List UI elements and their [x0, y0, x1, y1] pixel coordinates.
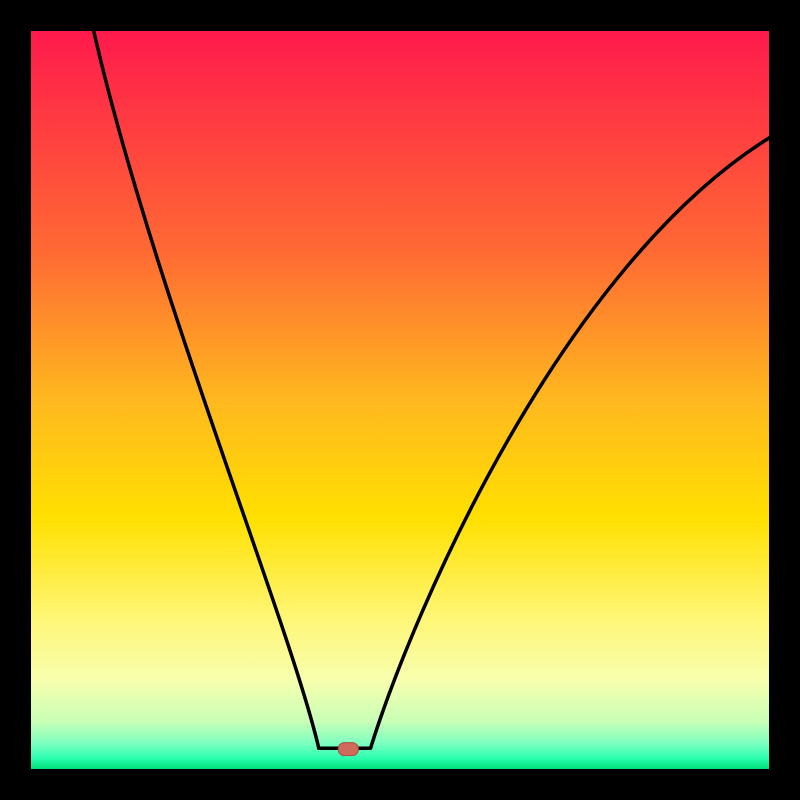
plot-background [31, 31, 769, 769]
optimum-marker [338, 743, 358, 756]
graph-plot [31, 31, 769, 769]
